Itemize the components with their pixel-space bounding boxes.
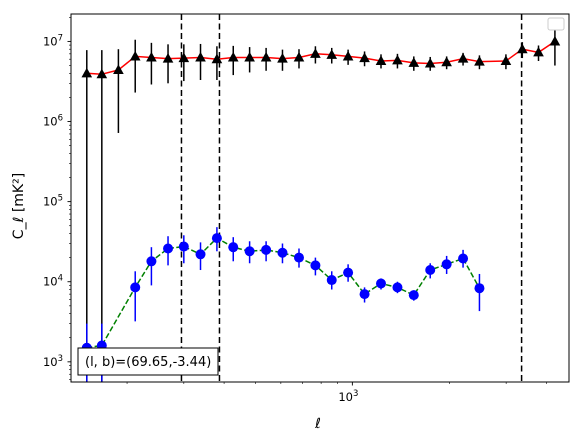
series-0-point: [310, 48, 321, 58]
series-1-point: [343, 267, 354, 278]
series-0-point: [516, 43, 528, 54]
series-1-point: [163, 243, 174, 254]
series-0-point: [81, 67, 93, 78]
series-1-point: [392, 282, 403, 293]
series-0-point: [227, 51, 239, 62]
series-1-point: [474, 283, 485, 294]
series-1-point: [425, 265, 436, 276]
y-axis-label: C_ℓ [mK²]: [11, 173, 27, 239]
annotation-text: (l, b)=(69.65,-3.44): [85, 355, 211, 370]
series-1-point: [310, 260, 321, 271]
series-1-point: [178, 241, 189, 252]
series-0-point: [293, 51, 305, 62]
series-1-point: [359, 289, 370, 300]
series-0-point: [359, 52, 370, 63]
annotation-box: (l, b)=(69.65,-3.44): [77, 347, 219, 376]
series-0-point: [549, 35, 561, 46]
series-1-point: [211, 233, 222, 244]
series-1-point: [458, 253, 469, 264]
series-0-point: [211, 53, 223, 64]
series-0-point: [474, 55, 485, 66]
series-1-point: [130, 282, 141, 293]
series-0-point: [96, 68, 108, 79]
series-0-point: [424, 57, 436, 68]
series-0-point: [195, 51, 206, 62]
series-0-point: [441, 56, 452, 67]
series-0-point: [326, 49, 338, 59]
series-0-point: [342, 50, 354, 61]
series-0-point: [113, 64, 124, 75]
series-1-point: [146, 256, 157, 267]
series-0-point: [500, 55, 512, 66]
series-0-point: [178, 52, 190, 63]
x-axis-label: ℓ: [314, 416, 321, 432]
series-1-point: [261, 244, 272, 255]
series-1-point: [277, 247, 288, 258]
series-0-point: [146, 51, 157, 62]
series-0-point: [457, 53, 469, 63]
axes-frame: [70, 13, 570, 383]
series-1-point: [293, 252, 304, 263]
series-1-point: [228, 242, 239, 253]
legend-box: [547, 17, 565, 31]
series-0-point: [408, 57, 420, 67]
series-0-point: [392, 54, 403, 65]
series-0-point: [375, 55, 387, 66]
plot-area: [81, 14, 561, 382]
series-0-point: [260, 51, 272, 62]
series-1-point: [244, 246, 255, 257]
series-1-point: [375, 278, 386, 289]
series-0-point: [244, 51, 255, 62]
series-1-point: [441, 259, 452, 270]
series-1-point: [195, 249, 206, 260]
series-1-point: [408, 290, 419, 301]
series-0-point: [277, 53, 288, 63]
series-0-point: [129, 50, 141, 61]
series-0-point: [533, 46, 544, 57]
series-1-point: [326, 275, 337, 286]
series-0-point: [162, 53, 174, 63]
